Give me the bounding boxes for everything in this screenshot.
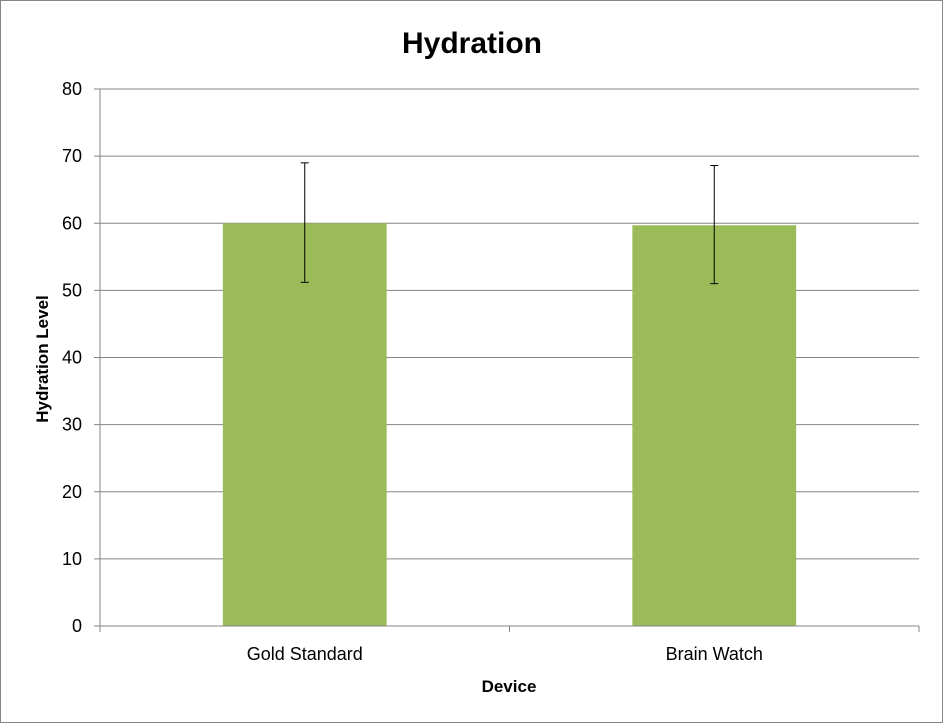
axes [94,88,920,632]
y-tick-label: 70 [62,146,82,166]
y-tick-label: 0 [72,616,82,636]
y-tick-labels: 0 10 20 30 40 50 60 70 80 [62,79,82,636]
y-tick-label: 40 [62,348,82,368]
chart-title: Hydration [402,27,542,60]
y-tick-label: 10 [62,549,82,569]
x-tick-labels: Gold Standard Brain Watch [247,644,763,664]
bar [632,225,797,627]
y-axis-title: Hydration Level [33,295,52,423]
bar [222,223,387,626]
y-tick-label: 60 [62,213,82,233]
bars [222,223,797,627]
y-tick-label: 50 [62,280,82,300]
y-tick-label: 30 [62,415,82,435]
x-tick-label: Gold Standard [247,644,363,664]
x-axis-title: Device [482,677,537,696]
error-bars [300,162,719,285]
x-tick-label: Brain Watch [666,644,763,664]
y-tick-label: 20 [62,482,82,502]
y-tick-label: 80 [62,79,82,99]
